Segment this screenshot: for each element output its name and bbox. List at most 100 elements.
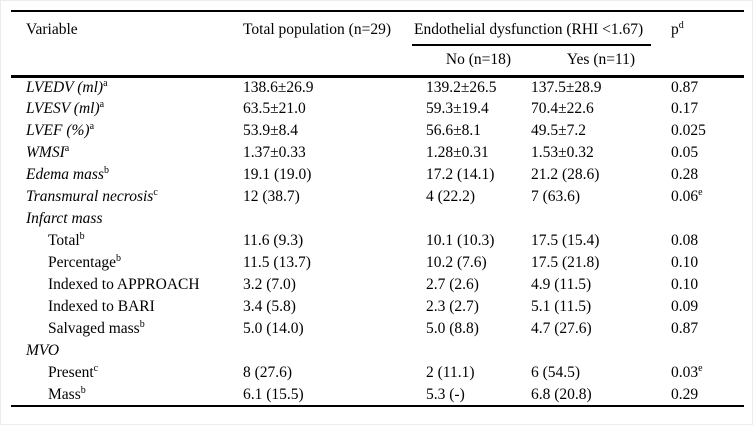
table-row: WMSIa 1.37±0.33 1.28±0.31 1.53±0.32 0.05: [11, 142, 744, 164]
table-row: LVEDV (ml)a 138.6±26.9 139.2±26.5 137.5±…: [11, 76, 744, 98]
variable-superscript: b: [116, 252, 121, 264]
p-value: 0.10: [671, 254, 699, 271]
variable-label: LVEDV (ml): [26, 78, 104, 96]
p-value-cell: 0.28: [671, 164, 744, 186]
yes-group-value: 4.9 (11.5): [531, 276, 592, 293]
p-value-cell: 0.08: [671, 230, 744, 252]
table-row: Edema massb 19.1 (19.0) 17.2 (14.1) 21.2…: [11, 164, 744, 186]
table-row: Presentc 8 (27.6) 2 (11.1) 6 (54.5) 0.03…: [11, 362, 744, 384]
p-value: 0.025: [671, 122, 706, 139]
yes-group-value: 70.4±22.6: [531, 100, 594, 117]
p-value-cell: 0.29: [671, 384, 744, 406]
total-population-value: [243, 208, 426, 230]
p-value-cell: 0.09: [671, 296, 744, 318]
total-population-value: 11.6 (9.3): [243, 232, 304, 249]
p-value: 0.09: [671, 298, 699, 315]
variable-cell: Totalb: [11, 230, 243, 252]
no-group-value: [426, 208, 531, 230]
p-value: 0.29: [671, 385, 699, 403]
variable-cell: LVESV (ml)a: [11, 98, 243, 120]
yes-group-value: 5.1 (11.5): [531, 298, 592, 315]
no-group-value: 59.3±19.4: [426, 100, 489, 117]
variable-superscript: b: [79, 230, 85, 242]
variable-cell: Presentc: [11, 362, 243, 384]
variable-cell: Percentageb: [11, 252, 243, 274]
variable-label: MVO: [26, 342, 60, 359]
header-row-2: No (n=18) Yes (n=11): [11, 46, 744, 78]
no-group-value: 5.0 (8.8): [426, 320, 479, 337]
variable-label: Percentage: [48, 254, 116, 271]
total-population-value: 5.0 (14.0): [243, 320, 304, 337]
variable-cell: Massb: [11, 384, 243, 406]
total-population-value: 1.37±0.33: [243, 144, 306, 161]
col-header-no-group: No (n=18): [426, 46, 531, 78]
col-header-endothelial-dysfunction: Endothelial dysfunction (RHI <1.67): [412, 11, 671, 46]
variable-superscript: a: [99, 98, 105, 110]
p-value: 0.08: [671, 232, 699, 249]
total-population-value: 3.4 (5.8): [243, 298, 296, 315]
yes-group-value: 17.5 (15.4): [531, 232, 600, 249]
col-header-total-population: Total population (n=29): [243, 11, 426, 78]
yes-group-value: 137.5±28.9: [531, 78, 602, 96]
p-value: 0.05: [671, 144, 699, 161]
yes-group-value: 17.5 (21.8): [531, 254, 600, 271]
no-group-value: [426, 340, 531, 362]
variable-label: Present: [48, 364, 94, 381]
p-value: 0.03: [671, 364, 699, 381]
table-body: LVEDV (ml)a 138.6±26.9 139.2±26.5 137.5±…: [11, 76, 744, 406]
yes-group-value: 6 (54.5): [531, 364, 581, 381]
table-row: LVEF (%)a 53.9±8.4 56.6±8.1 49.5±7.2 0.0…: [11, 120, 744, 142]
yes-group-value: 49.5±7.2: [531, 122, 587, 139]
variable-label: Transmural necrosis: [26, 188, 154, 205]
variable-cell: WMSIa: [11, 142, 243, 164]
p-value-cell: 0.06e: [671, 186, 744, 208]
table-row: Indexed to APPROACH 3.2 (7.0) 2.7 (2.6) …: [11, 274, 744, 296]
total-population-value: 53.9±8.4: [243, 122, 299, 139]
no-group-value: 56.6±8.1: [426, 122, 482, 139]
no-group-value: 10.2 (7.6): [426, 254, 487, 271]
table-row: Totalb 11.6 (9.3) 10.1 (10.3) 17.5 (15.4…: [11, 230, 744, 252]
p-value-superscript: e: [698, 362, 703, 374]
p-value: 0.06: [671, 188, 699, 205]
yes-group-value: 6.8 (20.8): [531, 385, 592, 403]
yes-group-value: [531, 340, 671, 362]
p-value-cell: [671, 208, 744, 230]
total-population-value: 12 (38.7): [243, 188, 300, 205]
p-value-superscript: e: [698, 186, 703, 198]
p-value: 0.10: [671, 276, 699, 293]
p-header-superscript: d: [678, 19, 684, 31]
table-row: Salvaged massb 5.0 (14.0) 5.0 (8.8) 4.7 …: [11, 318, 744, 340]
p-value: 0.87: [671, 78, 699, 96]
variable-superscript: b: [103, 164, 109, 176]
total-population-value: 8 (27.6): [243, 364, 293, 381]
variable-cell: Indexed to BARI: [11, 296, 243, 318]
no-group-value: 2.7 (2.6): [426, 276, 479, 293]
table-row: Massb 6.1 (15.5) 5.3 (-) 6.8 (20.8) 0.29: [11, 384, 744, 406]
variable-label: Infarct mass: [26, 210, 103, 227]
p-header-label: p: [671, 21, 679, 38]
p-value: 0.28: [671, 166, 699, 183]
yes-group-value: 4.7 (27.6): [531, 320, 592, 337]
variable-cell: Indexed to APPROACH: [11, 274, 243, 296]
p-value-cell: 0.03e: [671, 362, 744, 384]
variable-superscript: a: [64, 142, 70, 154]
no-group-value: 1.28±0.31: [426, 144, 489, 161]
variable-cell: Transmural necrosisc: [11, 186, 243, 208]
variable-label: Total: [48, 232, 80, 249]
p-value-cell: [671, 340, 744, 362]
no-group-value: 4 (22.2): [426, 188, 476, 205]
total-population-value: 63.5±21.0: [243, 100, 306, 117]
variable-label: Edema mass: [26, 166, 104, 183]
total-population-value: [243, 340, 426, 362]
variable-label: LVEF (%): [26, 122, 90, 139]
no-group-value: 2 (11.1): [426, 364, 475, 381]
p-value-cell: 0.025: [671, 120, 744, 142]
yes-group-value: [531, 208, 671, 230]
no-group-value: 2.3 (2.7): [426, 298, 479, 315]
total-population-value: 19.1 (19.0): [243, 166, 312, 183]
no-group-value: 10.1 (10.3): [426, 232, 495, 249]
table-row: Indexed to BARI 3.4 (5.8) 2.3 (2.7) 5.1 …: [11, 296, 744, 318]
variable-label: LVESV (ml): [26, 100, 100, 117]
table-row: Percentageb 11.5 (13.7) 10.2 (7.6) 17.5 …: [11, 252, 744, 274]
